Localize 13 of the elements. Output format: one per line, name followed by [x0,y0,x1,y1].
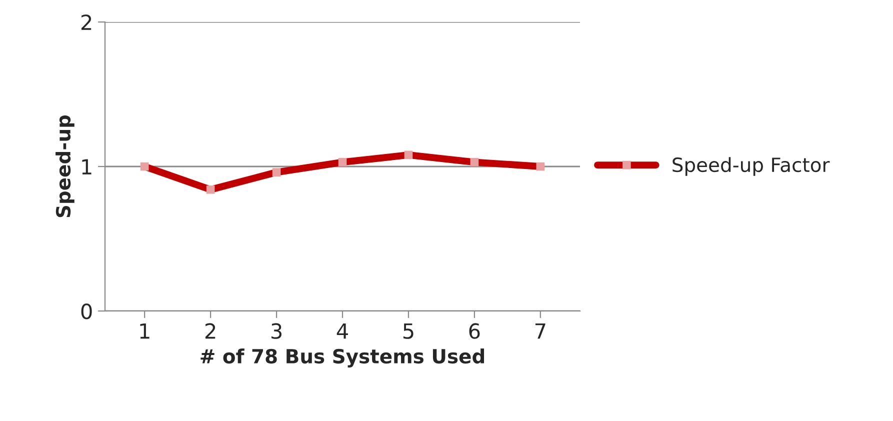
x-tick-label: 4 [336,323,348,339]
y-axis-title: Speed-up [56,115,74,218]
legend-label: Speed-up Factor [672,157,830,176]
x-tick-label: 2 [205,323,216,339]
y-tick-label: 1 [82,159,92,174]
x-tick-label: 6 [469,323,480,339]
x-axis-title: # of 78 Bus Systems Used [200,348,484,368]
y-tick-label: 2 [81,14,92,30]
x-tick-label: 7 [536,323,546,339]
x-tick-label: 5 [403,323,414,339]
x-tick-label: 3 [271,323,282,339]
y-tick-label: 0 [81,303,92,320]
x-tick-label: 1 [140,323,150,339]
